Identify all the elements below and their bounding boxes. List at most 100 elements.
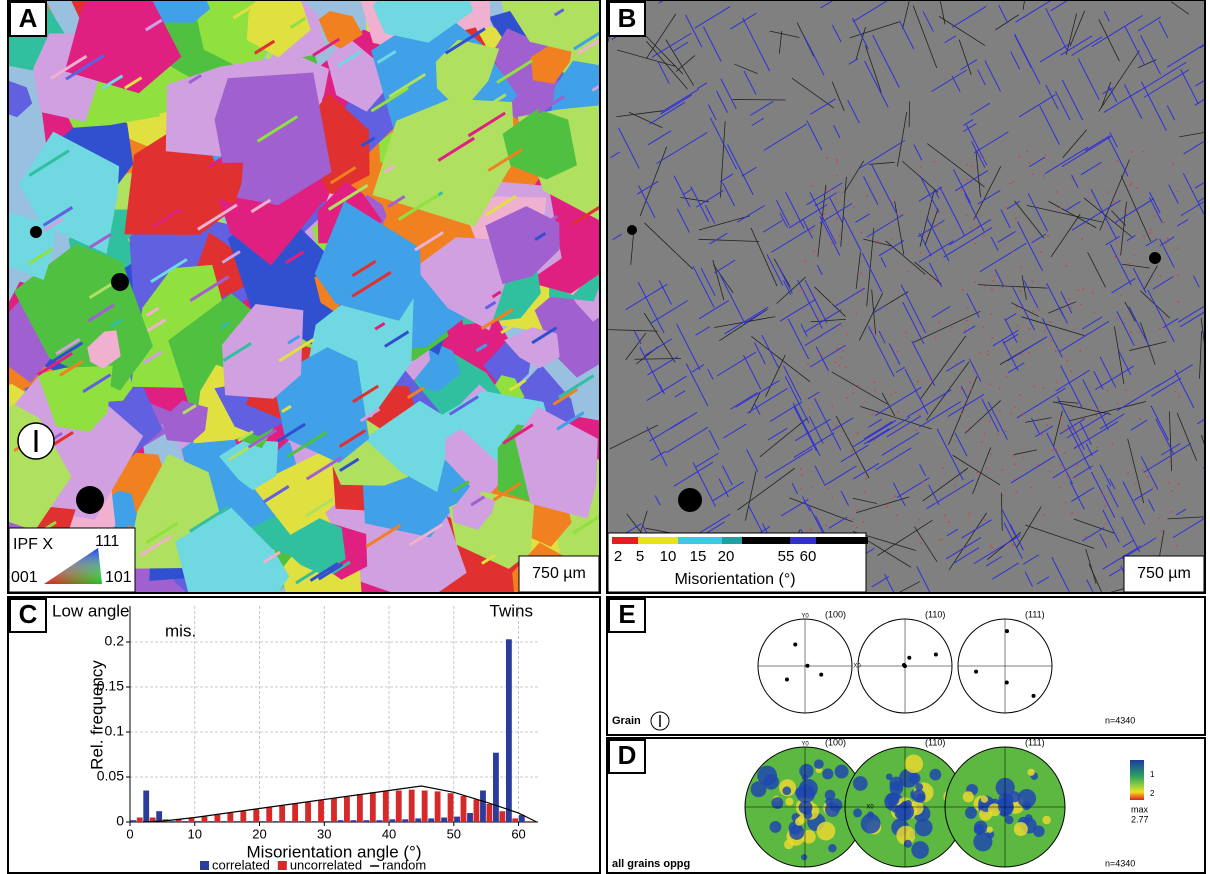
low-angle-boundary [1116, 160, 1118, 163]
twin-boundary [691, 364, 705, 373]
twin-boundary [998, 5, 1009, 24]
bar [389, 819, 396, 822]
twin-boundary [1095, 365, 1135, 390]
twin-boundary [656, 132, 708, 164]
low-angle-boundary [1143, 235, 1145, 237]
low-angle-boundary [810, 528, 812, 531]
twin-boundary [1055, 369, 1090, 392]
twin-boundary [763, 220, 783, 233]
grain [276, 518, 346, 574]
twin-boundary [743, 354, 762, 390]
grain-boundary [897, 112, 908, 167]
bar [201, 816, 208, 822]
twin [59, 360, 84, 377]
low-angle-boundary [982, 326, 985, 328]
twin-boundary [730, 12, 757, 30]
low-angle-boundary [873, 439, 876, 441]
twin-boundary [858, 139, 906, 170]
density-blob [796, 784, 816, 804]
low-angle-boundary [971, 165, 973, 168]
twin-boundary [646, 426, 668, 467]
bar [149, 817, 156, 822]
bar [298, 821, 305, 822]
bar [214, 814, 221, 822]
twin-boundary [888, 343, 901, 365]
twin-boundary [802, 496, 811, 512]
low-angle-boundary [890, 393, 893, 396]
twin-boundary [700, 267, 716, 297]
grain-boundary [675, 55, 696, 72]
twin-boundary [918, 232, 932, 257]
density-blob [853, 808, 862, 818]
low-angle-boundary [974, 242, 976, 245]
twin-boundary [1133, 488, 1153, 501]
twin-boundary [926, 217, 950, 262]
grain-boundary [616, 110, 665, 118]
low-angle-boundary [856, 510, 858, 512]
density-blob [1013, 821, 1028, 837]
twin-boundary [1102, 545, 1142, 570]
twin-boundary [750, 100, 774, 116]
bar [292, 804, 299, 822]
twin-boundary [808, 416, 824, 444]
pole [1004, 629, 1009, 634]
twin-boundary [842, 215, 862, 252]
twin-boundary [695, 326, 711, 336]
low-angle-boundary [837, 191, 840, 193]
grain-boundary [1088, 563, 1102, 592]
low-angle-boundary [1127, 472, 1129, 475]
density-blob [916, 793, 926, 803]
low-angle-boundary [983, 158, 986, 161]
low-angle-boundary [825, 524, 827, 527]
twin [188, 74, 202, 85]
low-angle-boundary [951, 326, 953, 329]
grain-boundary [765, 354, 786, 397]
low-angle-boundary [890, 238, 893, 240]
twin [448, 395, 479, 416]
twin-boundary [863, 428, 890, 445]
grain [515, 406, 598, 519]
low-angle-boundary [1071, 406, 1074, 409]
density-blob [834, 764, 849, 779]
low-angle-boundary [1105, 522, 1107, 525]
grain-boundary [865, 45, 882, 93]
low-angle-boundary [826, 157, 828, 159]
low-angle-boundary [860, 290, 863, 292]
twin-boundary [916, 566, 931, 592]
low-angle-boundary [1016, 324, 1018, 327]
low-angle-boundary [1064, 501, 1067, 504]
grain-boundary [1120, 175, 1152, 242]
low-angle-boundary [983, 432, 986, 435]
low-angle-boundary [978, 352, 981, 354]
grain-boundary [877, 519, 933, 556]
twin-boundary [1061, 135, 1112, 168]
twin-boundary [1091, 15, 1143, 48]
twin [571, 205, 599, 226]
low-angle-boundary [842, 350, 845, 352]
twin-boundary [1111, 277, 1136, 294]
twin-boundary [782, 280, 792, 295]
low-angle-boundary [860, 272, 863, 275]
colorbar-tick: 20 [718, 548, 735, 565]
grain-boundary [751, 336, 811, 383]
low-angle-boundary [968, 430, 970, 432]
twin-boundary [851, 420, 897, 448]
low-angle-boundary [936, 281, 939, 284]
twin-boundary [637, 281, 665, 334]
low-angle-boundary [885, 506, 888, 509]
low-angle-boundary [1032, 280, 1034, 283]
twin [65, 54, 105, 81]
label-box [9, 1, 47, 37]
twin-boundary [1041, 317, 1063, 358]
twin-boundary [1109, 478, 1116, 490]
twin [359, 407, 381, 423]
low-angle-boundary [905, 331, 907, 334]
twin [309, 562, 339, 582]
twin [124, 76, 143, 90]
grain-boundary [630, 231, 635, 265]
x-tick-label: 50 [447, 826, 461, 841]
density-blob [1017, 789, 1037, 808]
low-angle-boundary [1120, 294, 1122, 297]
twin [281, 404, 292, 414]
low-angle-boundary [1177, 300, 1180, 303]
